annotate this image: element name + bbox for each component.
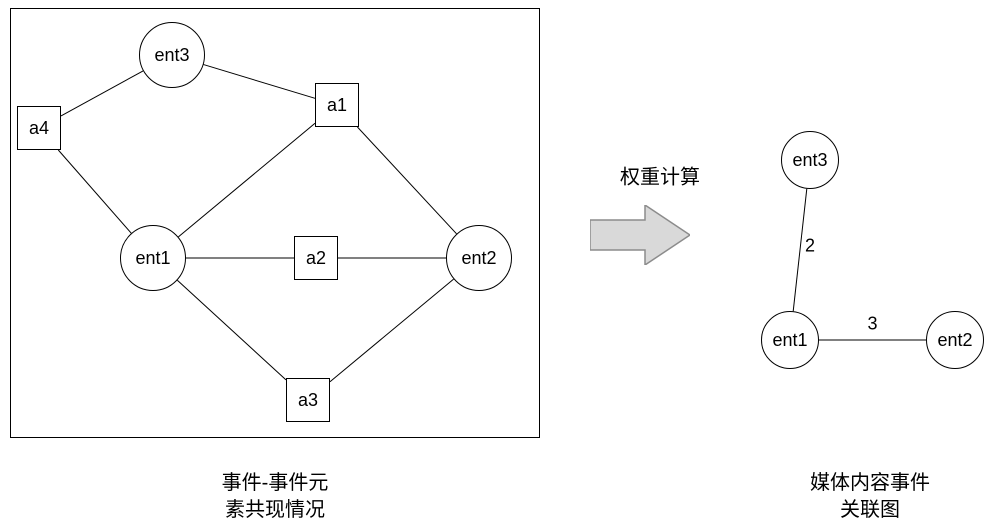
left-node-a3: a3 <box>286 378 330 422</box>
weight-calc-arrow <box>590 205 690 270</box>
right-caption-line1: 媒体内容事件 <box>810 472 930 494</box>
left-node-ent3: ent3 <box>139 22 205 88</box>
right-node-ent3-label: ent3 <box>792 150 827 171</box>
left-node-ent3-label: ent3 <box>154 45 189 66</box>
edge-weight-ent1-ent2: 3 <box>864 314 880 335</box>
left-node-a1: a1 <box>315 83 359 127</box>
right-caption: 媒体内容事件关联图 <box>810 470 930 524</box>
edge-weight-ent3-ent1: 2 <box>802 236 818 257</box>
right-node-ent1-label: ent1 <box>772 330 807 351</box>
left-caption: 事件-事件元素共现情况 <box>222 470 329 524</box>
left-node-ent2: ent2 <box>446 225 512 291</box>
left-node-a2-label: a2 <box>306 248 326 269</box>
left-node-a4-label: a4 <box>29 118 49 139</box>
left-node-ent1: ent1 <box>120 225 186 291</box>
right-caption-line2: 关联图 <box>840 499 900 521</box>
left-caption-line2: 素共现情况 <box>225 499 325 521</box>
diagram-canvas: 权重计算 事件-事件元素共现情况 媒体内容事件关联图 ent3 ent1 ent2 a… <box>0 0 1000 526</box>
right-node-ent2-label: ent2 <box>937 330 972 351</box>
arrow-label: 权重计算 <box>620 161 700 190</box>
left-node-a3-label: a3 <box>298 390 318 411</box>
right-node-ent2: ent2 <box>926 311 984 369</box>
arrow-icon <box>590 205 690 265</box>
left-node-a2: a2 <box>294 236 338 280</box>
right-node-ent3: ent3 <box>781 131 839 189</box>
left-caption-line1: 事件-事件元 <box>222 472 329 494</box>
left-node-a4: a4 <box>17 106 61 150</box>
left-node-a1-label: a1 <box>327 95 347 116</box>
left-node-ent1-label: ent1 <box>135 248 170 269</box>
right-node-ent1: ent1 <box>761 311 819 369</box>
left-node-ent2-label: ent2 <box>461 248 496 269</box>
